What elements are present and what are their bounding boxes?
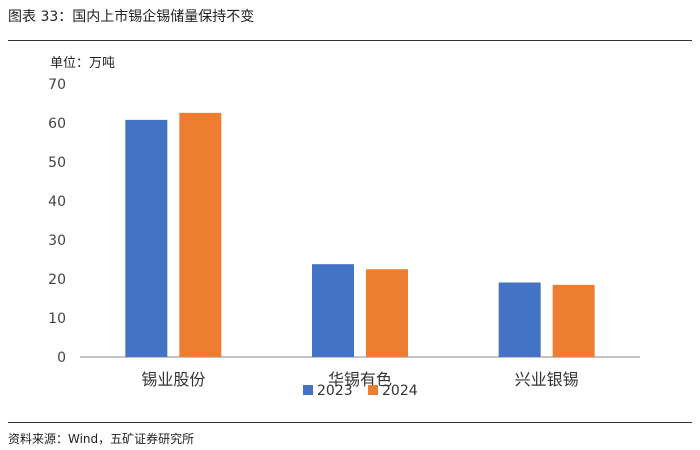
bar-2023 (312, 264, 354, 357)
category-label: 锡业股份 (141, 370, 205, 389)
y-tick-label: 50 (48, 155, 66, 171)
y-tick-label: 60 (48, 116, 66, 132)
y-tick-label: 10 (48, 311, 66, 327)
y-tick-label: 20 (48, 272, 66, 288)
y-tick-label: 40 (48, 194, 66, 210)
category-label: 兴业银锡 (515, 370, 579, 389)
bar-2024 (366, 269, 408, 357)
source-note: 资料来源：Wind，五矿证券研究所 (8, 432, 195, 446)
bar-2023 (125, 119, 168, 357)
legend-swatch-2023 (303, 385, 313, 395)
category-label: 华锡有色 (328, 370, 392, 389)
y-tick-label: 70 (48, 77, 66, 93)
figure-title: 图表 33：国内上市锡企锡储量保持不变 (8, 9, 255, 25)
bar-2023 (498, 282, 541, 357)
bottom-rule (8, 422, 692, 423)
legend-label: 2023 (317, 383, 353, 399)
top-rule (8, 40, 692, 41)
unit-label: 单位：万吨 (50, 56, 116, 71)
bar-2024 (552, 284, 595, 357)
y-tick-label: 0 (57, 350, 66, 366)
y-tick-label: 30 (48, 233, 66, 249)
legend-swatch-2024 (368, 385, 378, 395)
bar-2024 (179, 112, 222, 357)
legend-label: 2024 (382, 383, 418, 399)
